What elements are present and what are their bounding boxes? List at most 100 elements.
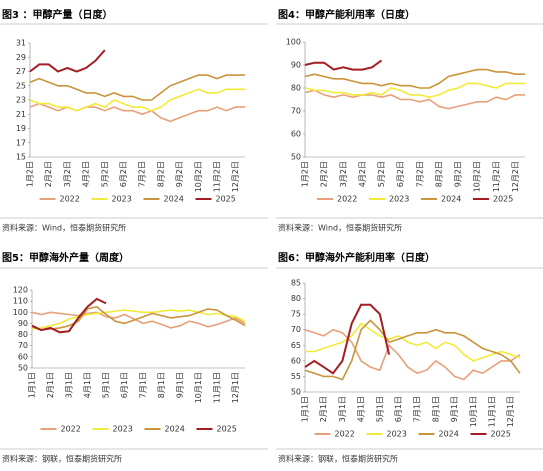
y-tick-label: 50 (291, 153, 301, 162)
series-line (31, 305, 246, 331)
legend-label: 2025 (216, 195, 236, 204)
chart-title: 图3 ：甲醇产量（日度） (2, 8, 112, 21)
x-tick-label: 10月2日 (194, 161, 203, 192)
y-tick-label: 85 (291, 279, 301, 288)
y-tick-label: 65 (291, 341, 301, 350)
source-note: 资料来源：Wind，恒泰期货研究所 (2, 223, 126, 233)
legend-label: 2024 (165, 425, 185, 434)
x-tick-label: 5月2日 (377, 161, 386, 187)
y-tick-label: 80 (291, 294, 301, 303)
y-tick-label: 15 (16, 153, 26, 162)
y-tick-label: 100 (286, 38, 301, 47)
y-tick-label: 23 (16, 96, 26, 105)
x-tick-label: 11月2日 (212, 161, 221, 192)
y-tick-label: 55 (291, 372, 301, 381)
x-tick-label: 9月2日 (175, 161, 184, 187)
x-tick-label: 3月2日 (63, 161, 72, 187)
y-tick-label: 60 (291, 130, 301, 139)
x-tick-label: 8月1日 (157, 372, 166, 398)
legend-label: 2023 (113, 425, 133, 434)
x-tick-label: 10月2日 (473, 161, 482, 192)
y-tick-label: 27 (16, 67, 26, 76)
legend-label: 2025 (493, 195, 513, 204)
x-tick-label: 6月2日 (119, 161, 128, 187)
x-tick-label: 8月2日 (156, 161, 165, 187)
y-tick-label: 60 (18, 352, 28, 361)
y-tick-label: 50 (291, 388, 301, 397)
x-tick-label: 6月2日 (396, 161, 405, 187)
y-tick-label: 110 (13, 297, 28, 306)
x-tick-label: 5月2日 (100, 161, 109, 187)
legend-label: 2024 (164, 195, 184, 204)
series-line (304, 328, 521, 381)
series-line (304, 303, 391, 375)
x-tick-label: 7月2日 (415, 161, 424, 187)
x-tick-label: 7月1日 (139, 372, 148, 398)
x-tick-label: 4月2日 (82, 161, 91, 187)
legend-label: 2023 (389, 195, 409, 204)
legend-label: 2024 (441, 195, 461, 204)
y-tick-label: 50 (18, 364, 28, 373)
y-tick-label: 90 (18, 319, 28, 328)
x-tick-label: 6月1日 (120, 372, 129, 398)
x-tick-label: 7月2日 (138, 161, 147, 187)
legend-label: 2022 (60, 195, 80, 204)
x-tick-label: 12月1日 (231, 372, 240, 403)
y-tick-label: 90 (291, 61, 301, 70)
x-tick-label: 4月1日 (83, 372, 92, 398)
x-tick-label: 1月1日 (28, 372, 37, 398)
series-line (29, 88, 245, 112)
x-tick-label: 12月2日 (231, 161, 240, 192)
legend-label: 2023 (387, 430, 407, 439)
series-line (304, 319, 521, 381)
x-tick-label: 5月1日 (102, 372, 111, 398)
y-tick-label: 70 (18, 341, 28, 350)
y-tick-label: 31 (16, 39, 26, 48)
x-tick-label: 1月2日 (301, 161, 310, 187)
x-tick-label: 11月1日 (213, 372, 222, 403)
x-tick-label: 3月1日 (338, 396, 347, 422)
y-tick-label: 25 (16, 81, 26, 90)
x-tick-label: 12月1日 (506, 396, 515, 427)
y-tick-label: 21 (16, 110, 26, 119)
x-tick-label: 11月2日 (492, 161, 501, 192)
legend-label: 2022 (61, 425, 81, 434)
y-tick-label: 70 (291, 107, 301, 116)
series-line (31, 297, 107, 334)
legend-label: 2023 (112, 195, 132, 204)
x-tick-label: 8月2日 (434, 161, 443, 187)
legend-label: 2024 (439, 430, 459, 439)
x-tick-label: 3月2日 (339, 161, 348, 187)
x-tick-label: 2月1日 (46, 372, 55, 398)
legend-label: 2022 (337, 195, 357, 204)
series-line (31, 309, 246, 330)
y-tick-label: 29 (16, 53, 26, 62)
legend-label: 2025 (491, 430, 511, 439)
series-line (304, 82, 525, 99)
y-tick-label: 70 (291, 325, 301, 334)
source-note: 资料来源：钢联，恒泰期货研究所 (278, 454, 398, 464)
x-tick-label: 2月2日 (320, 161, 329, 187)
x-tick-label: 2月1日 (319, 396, 328, 422)
x-tick-label: 9月1日 (176, 372, 185, 398)
y-tick-label: 17 (16, 138, 26, 147)
source-note: 资料来源：钢联，恒泰期货研究所 (2, 454, 122, 464)
y-tick-label: 80 (18, 330, 28, 339)
y-tick-label: 60 (291, 356, 301, 365)
series-line (304, 59, 383, 71)
series-line (305, 322, 521, 362)
y-tick-label: 120 (13, 286, 28, 295)
legend-label: 2025 (217, 425, 237, 434)
series-line (29, 74, 245, 101)
x-tick-label: 6月1日 (394, 396, 403, 422)
x-tick-label: 1月2日 (26, 161, 35, 187)
x-tick-label: 12月2日 (511, 161, 520, 192)
y-tick-label: 80 (291, 84, 301, 93)
series-line (29, 102, 245, 123)
y-tick-label: 75 (291, 310, 301, 319)
x-tick-label: 9月2日 (454, 161, 463, 187)
x-tick-label: 7月1日 (413, 396, 422, 422)
x-tick-label: 4月1日 (357, 396, 366, 422)
x-tick-label: 5月1日 (375, 396, 384, 422)
x-tick-label: 10月1日 (194, 372, 203, 403)
